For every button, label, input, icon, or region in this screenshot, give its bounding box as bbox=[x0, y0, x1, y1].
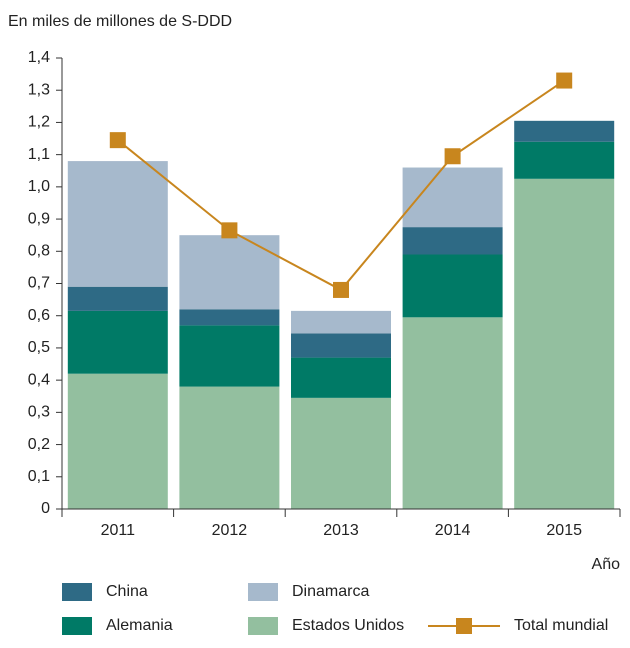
y-tick-label: 0 bbox=[41, 500, 50, 517]
x-tick-label: 2013 bbox=[323, 522, 359, 539]
y-tick-label: 0,1 bbox=[28, 468, 50, 485]
line-marker bbox=[556, 72, 573, 89]
x-tick-label: 2011 bbox=[101, 522, 136, 539]
y-axis-title: En miles de millones de S-DDD bbox=[8, 13, 232, 30]
bar-segment bbox=[291, 310, 391, 334]
x-tick-label: 2012 bbox=[212, 522, 248, 539]
line-marker bbox=[333, 281, 349, 298]
legend-swatch bbox=[248, 617, 278, 635]
y-tick-label: 0,9 bbox=[28, 210, 50, 227]
bar-segment bbox=[514, 178, 615, 509]
legend-swatch bbox=[62, 617, 92, 635]
bar-segment bbox=[67, 286, 168, 311]
bar-segment bbox=[402, 254, 503, 318]
bar-segment bbox=[67, 373, 168, 509]
bar-segment bbox=[514, 141, 615, 179]
y-tick-label: 0,3 bbox=[28, 404, 50, 421]
y-tick-label: 1,1 bbox=[28, 146, 50, 163]
bar-segment bbox=[402, 227, 503, 255]
bar-segment bbox=[291, 333, 391, 358]
y-tick-label: 1,3 bbox=[28, 81, 50, 98]
y-tick-label: 0,6 bbox=[28, 307, 50, 324]
bar-segment bbox=[291, 357, 391, 398]
bar-segment bbox=[67, 161, 168, 287]
bar-segment bbox=[67, 310, 168, 374]
bar-segment bbox=[179, 235, 280, 310]
legend-swatch bbox=[248, 583, 278, 601]
line-marker bbox=[444, 148, 461, 165]
bar-segment bbox=[402, 317, 503, 509]
y-tick-label: 0,2 bbox=[28, 436, 50, 453]
y-tick-label: 1,2 bbox=[28, 114, 50, 131]
y-tick-label: 0,4 bbox=[28, 371, 50, 388]
x-tick-label: 2015 bbox=[546, 522, 582, 539]
bar-segment bbox=[179, 309, 280, 326]
legend-swatch bbox=[62, 583, 92, 601]
legend-marker bbox=[456, 618, 472, 634]
legend-label: Alemania bbox=[106, 617, 173, 634]
y-tick-label: 0,8 bbox=[28, 243, 50, 260]
legend-label: Estados Unidos bbox=[292, 617, 404, 634]
bar-segment bbox=[514, 120, 615, 142]
legend-label: Dinamarca bbox=[292, 583, 369, 600]
y-tick-label: 1,0 bbox=[28, 178, 50, 195]
y-tick-label: 0,5 bbox=[28, 339, 50, 356]
bar-segment bbox=[291, 397, 391, 509]
line-marker bbox=[221, 222, 238, 239]
x-tick-label: 2014 bbox=[435, 522, 471, 539]
legend-label: Total mundial bbox=[514, 617, 608, 634]
x-axis-title: Año bbox=[592, 556, 621, 573]
bar-segment bbox=[179, 325, 280, 387]
legend-label: China bbox=[106, 583, 148, 600]
bar-segment bbox=[179, 386, 280, 509]
y-tick-label: 0,7 bbox=[28, 275, 50, 292]
line-marker bbox=[109, 132, 126, 149]
y-tick-label: 1,4 bbox=[28, 49, 50, 66]
